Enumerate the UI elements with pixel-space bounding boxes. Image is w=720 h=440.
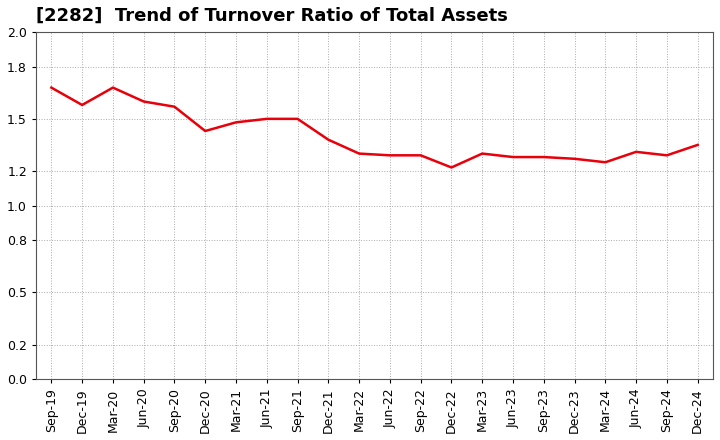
Text: [2282]  Trend of Turnover Ratio of Total Assets: [2282] Trend of Turnover Ratio of Total …: [36, 7, 508, 25]
